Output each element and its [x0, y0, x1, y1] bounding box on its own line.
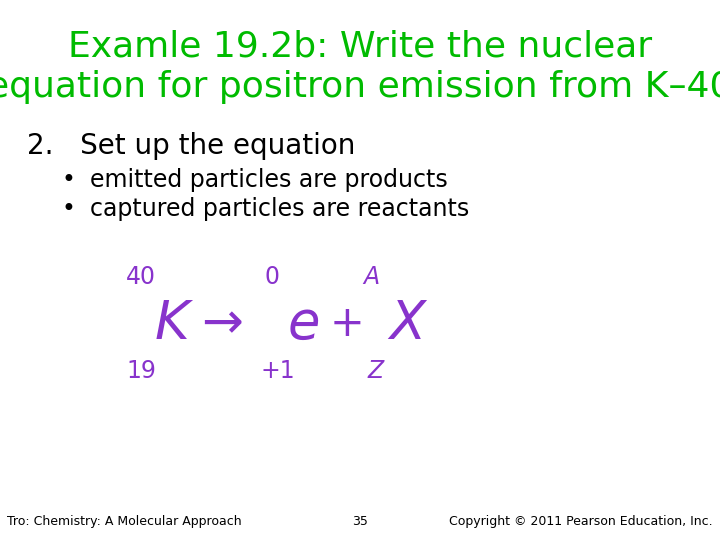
Text: 35: 35 — [352, 515, 368, 528]
Text: •: • — [61, 197, 75, 221]
Text: →: → — [202, 300, 243, 348]
Text: Tro: Chemistry: A Molecular Approach: Tro: Chemistry: A Molecular Approach — [7, 515, 242, 528]
Text: 19: 19 — [126, 359, 156, 383]
Text: +1: +1 — [261, 359, 295, 383]
Text: captured particles are reactants: captured particles are reactants — [90, 197, 469, 221]
Text: 2.   Set up the equation: 2. Set up the equation — [27, 132, 356, 160]
Text: •: • — [61, 168, 75, 192]
Text: equation for positron emission from K–40: equation for positron emission from K–40 — [0, 70, 720, 104]
Text: emitted particles are products: emitted particles are products — [90, 168, 448, 192]
Text: 0: 0 — [265, 265, 280, 289]
Text: Examle 19.2b: Write the nuclear: Examle 19.2b: Write the nuclear — [68, 30, 652, 64]
Text: X: X — [389, 298, 425, 350]
Text: K: K — [155, 298, 189, 350]
Text: e: e — [288, 298, 320, 350]
Text: Z: Z — [367, 359, 383, 383]
Text: +: + — [330, 303, 364, 345]
Text: 40: 40 — [126, 265, 156, 289]
Text: A: A — [364, 265, 379, 289]
Text: Copyright © 2011 Pearson Education, Inc.: Copyright © 2011 Pearson Education, Inc. — [449, 515, 713, 528]
